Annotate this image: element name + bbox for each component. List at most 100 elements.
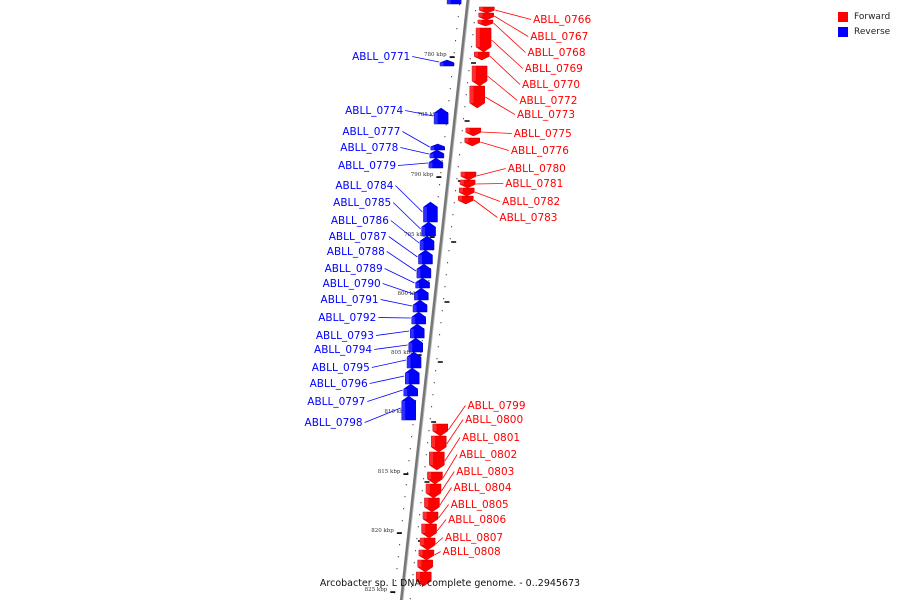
gene-label: ABLL_0796 [310, 378, 368, 390]
gene-shine [407, 357, 411, 368]
scale-dot [459, 154, 461, 156]
forward-gene-arrow [425, 483, 442, 499]
gene-shine [420, 538, 424, 545]
tick-label: 800 kbp [398, 291, 421, 297]
scale-dot [455, 40, 457, 42]
legend-reverse-label: Reverse [854, 26, 891, 37]
scale-dot [409, 598, 411, 600]
forward-gene-arrow [474, 51, 490, 61]
gene-shine [469, 86, 474, 103]
gene-shine [458, 196, 463, 201]
genome-title: Arcobacter sp. L DNA, complete genome. -… [319, 578, 581, 589]
scale-dot [437, 196, 439, 198]
leader-line [378, 317, 411, 319]
forward-gene-arrow [432, 423, 449, 437]
scale-dot [457, 16, 459, 18]
backbone-highlight [402, 0, 471, 600]
gene-label: ABLL_0792 [318, 312, 376, 324]
gene-shine [460, 172, 465, 177]
leader-line [491, 39, 524, 69]
gene-shine [478, 13, 483, 17]
leader-line [438, 504, 449, 519]
gene-shine [465, 128, 470, 133]
scale-dot [421, 340, 423, 342]
gene-label: ABLL_0803 [456, 466, 514, 478]
gene-label: ABLL_0806 [448, 514, 506, 526]
scale-dot [417, 526, 419, 528]
leader-line [397, 162, 428, 166]
tick-mark [416, 354, 422, 356]
leader-line [395, 185, 423, 213]
leader-line [481, 131, 512, 134]
genome-backbone [399, 0, 471, 600]
leader-line [400, 147, 429, 155]
reverse-gene-arrow [439, 59, 455, 67]
scale-dot [433, 382, 435, 384]
gene-shine [418, 255, 422, 264]
leader-line [489, 55, 521, 85]
scale-dot [439, 334, 441, 336]
gene-label: ABLL_0785 [333, 197, 391, 209]
reverse-gene-arrow [430, 143, 445, 151]
reverse-gene-arrow [411, 311, 426, 325]
reverse-gene-arrow [416, 263, 432, 279]
reverse-gene-arrow [429, 149, 445, 159]
scale-dot [460, 142, 462, 144]
forward-gene-arrow [475, 27, 492, 53]
scale-dot [403, 508, 405, 510]
reverse-gene-arrow [446, 0, 462, 5]
leader-line [382, 283, 414, 295]
scale-dot [431, 406, 433, 408]
forward-gene-arrow [417, 559, 433, 573]
leader-line [436, 519, 447, 532]
scale-dot [413, 562, 415, 564]
gene-shine [423, 207, 427, 222]
gene-label: ABLL_0776 [511, 145, 569, 157]
leader-line [444, 437, 461, 462]
tick-mark [429, 236, 435, 238]
gene-shine [413, 305, 417, 312]
gene-label: ABLL_0800 [465, 414, 523, 426]
gene-shine [420, 241, 424, 250]
tick-label: 805 kbp [391, 350, 414, 356]
gene-shine [401, 401, 406, 420]
gene-shine [440, 62, 444, 66]
gene-label: ABLL_0794 [314, 344, 372, 356]
gene-label: ABLL_0768 [527, 47, 585, 59]
scale-dot [465, 94, 467, 96]
scale-dot [444, 136, 446, 138]
forward-gene-arrow [424, 497, 440, 513]
forward-gene-arrow [429, 451, 445, 471]
scale-dot [411, 436, 413, 438]
leader-line [442, 454, 458, 479]
leader-line [367, 389, 403, 402]
tick-mark [403, 473, 409, 475]
gene-shine [447, 0, 451, 4]
reverse-gene-arrow [423, 201, 438, 223]
forward-gene-arrow [464, 137, 480, 147]
gene-label: ABLL_0777 [342, 126, 400, 138]
scale-dot [473, 22, 475, 24]
gene-shine [428, 162, 433, 168]
forward-gene-arrow [427, 471, 443, 485]
leader-line [402, 131, 430, 148]
scale-dot [420, 502, 422, 504]
legend-forward-label: Forward [854, 11, 891, 22]
scale-dot [437, 346, 439, 348]
leader-line [494, 9, 532, 20]
gene-label: ABLL_0786 [331, 215, 389, 227]
scale-dot [441, 160, 443, 162]
forward-gene-arrow [479, 6, 495, 14]
leader-line [475, 183, 504, 185]
scale-dot [472, 34, 474, 36]
leader-line [434, 551, 441, 556]
leader-line [412, 56, 440, 63]
scale-dot [428, 280, 430, 282]
reverse-gene-arrow [406, 351, 422, 369]
gene-shine [418, 550, 423, 556]
leader-line [374, 344, 408, 350]
scale-dot [421, 490, 423, 492]
gene-shine [476, 28, 480, 47]
leader-line [446, 419, 464, 445]
